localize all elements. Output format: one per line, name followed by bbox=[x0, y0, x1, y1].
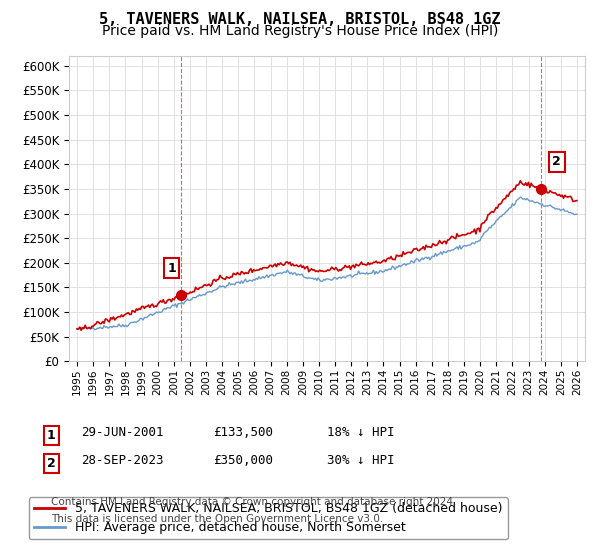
Legend: 5, TAVENERS WALK, NAILSEA, BRISTOL, BS48 1GZ (detached house), HPI: Average pric: 5, TAVENERS WALK, NAILSEA, BRISTOL, BS48… bbox=[29, 497, 508, 539]
Text: 2: 2 bbox=[553, 155, 561, 169]
Text: £133,500: £133,500 bbox=[213, 426, 273, 438]
Text: 1: 1 bbox=[47, 429, 55, 442]
Text: 30% ↓ HPI: 30% ↓ HPI bbox=[327, 454, 395, 466]
Text: 2: 2 bbox=[47, 457, 55, 470]
Text: £350,000: £350,000 bbox=[213, 454, 273, 466]
Text: Contains HM Land Registry data © Crown copyright and database right 2024.: Contains HM Land Registry data © Crown c… bbox=[51, 497, 457, 507]
Text: 1: 1 bbox=[167, 262, 176, 275]
Text: 18% ↓ HPI: 18% ↓ HPI bbox=[327, 426, 395, 438]
Text: 29-JUN-2001: 29-JUN-2001 bbox=[81, 426, 163, 438]
Text: Price paid vs. HM Land Registry's House Price Index (HPI): Price paid vs. HM Land Registry's House … bbox=[102, 24, 498, 38]
Text: 5, TAVENERS WALK, NAILSEA, BRISTOL, BS48 1GZ: 5, TAVENERS WALK, NAILSEA, BRISTOL, BS48… bbox=[99, 12, 501, 27]
Text: 28-SEP-2023: 28-SEP-2023 bbox=[81, 454, 163, 466]
Text: This data is licensed under the Open Government Licence v3.0.: This data is licensed under the Open Gov… bbox=[51, 514, 383, 524]
